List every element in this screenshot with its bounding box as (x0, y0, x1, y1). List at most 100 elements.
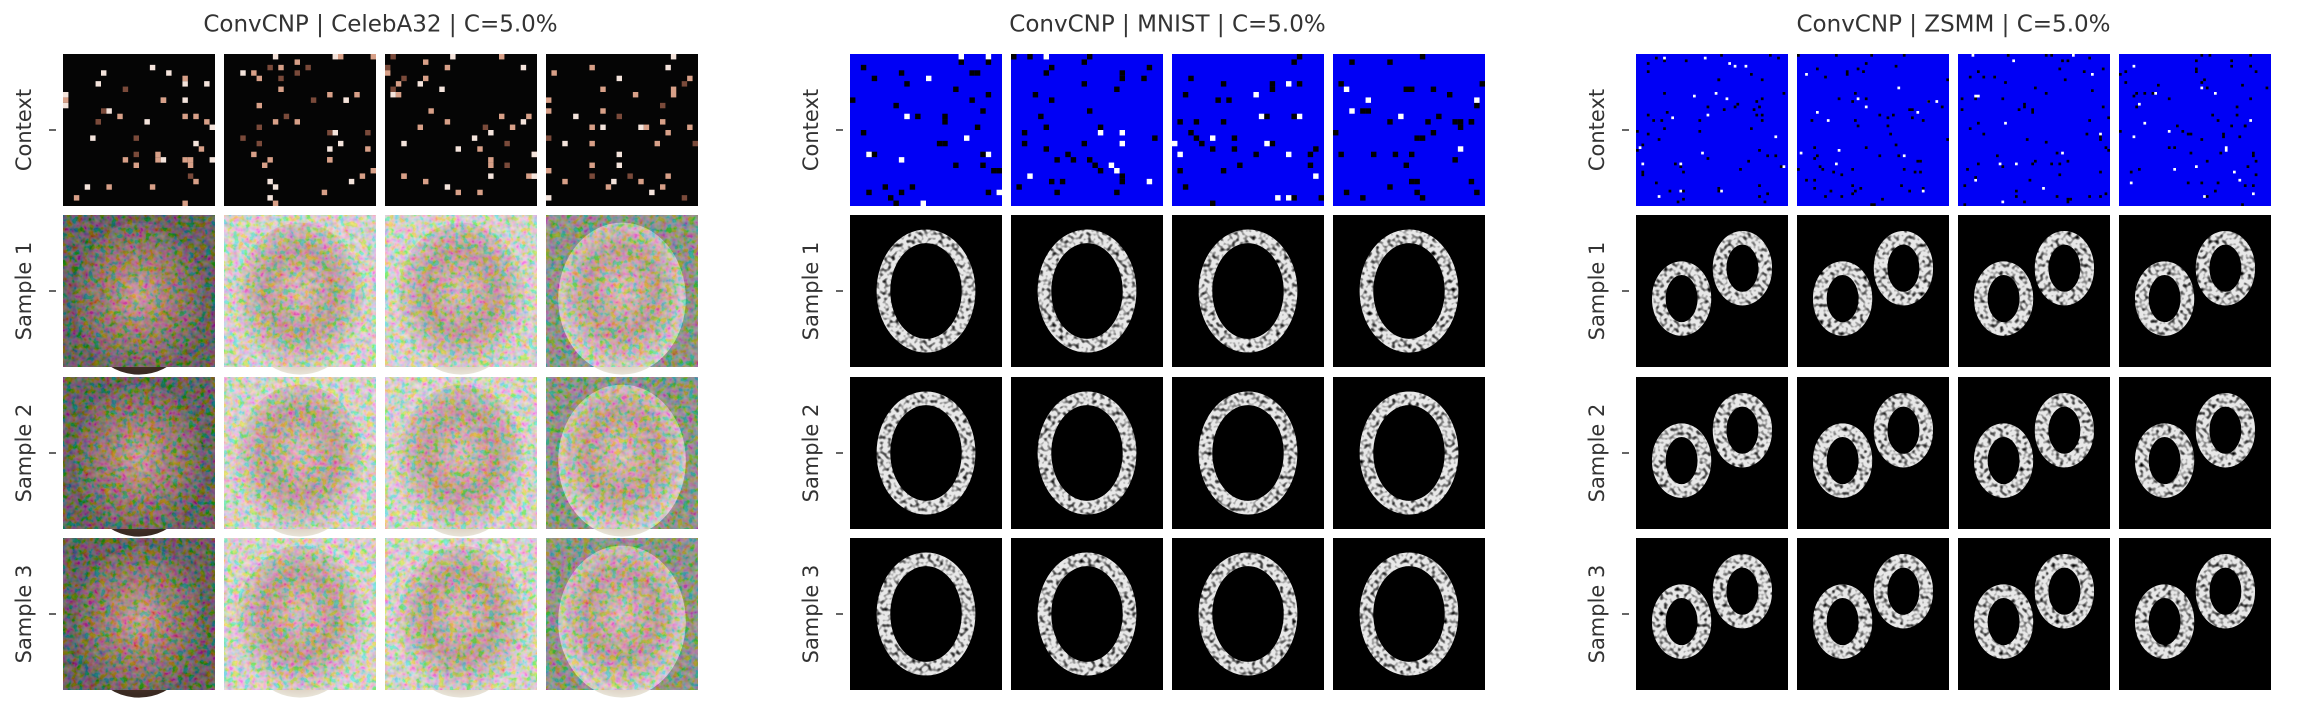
context-pixel (1963, 184, 1967, 187)
context-pixel (278, 86, 284, 92)
context-pixel (898, 157, 905, 163)
context-pixel (2138, 168, 2141, 171)
context-pixel (2099, 135, 2102, 139)
image-cell (1333, 377, 1485, 529)
context-pixel (1097, 168, 1104, 174)
context-pixel (1878, 154, 1882, 158)
image-cell (224, 538, 376, 698)
context-pixel (866, 151, 872, 158)
grain (1636, 215, 1788, 367)
context-pixel (2252, 154, 2255, 158)
context-pixel (2143, 121, 2147, 125)
context-pixel (1682, 197, 1685, 201)
context-pixel (1774, 135, 1778, 139)
row-label: Sample 1 (799, 242, 823, 341)
image-cell (224, 54, 376, 206)
context-pixel (1452, 157, 1458, 163)
context-pixel (1813, 157, 1816, 160)
context-pixel (871, 75, 878, 82)
context-pixel (1886, 116, 1890, 120)
row-label: Sample 2 (799, 404, 823, 503)
context-pixel (2151, 92, 2155, 95)
context-pixel (2203, 78, 2206, 82)
context-pixel (1387, 184, 1393, 190)
context-pixel (1226, 97, 1232, 103)
context-pixel (1114, 86, 1120, 92)
context-pixel (2243, 184, 2247, 187)
context-pixel (1457, 119, 1464, 125)
context-pixel (1682, 170, 1685, 174)
context-pixel (1021, 130, 1028, 136)
grain (1172, 377, 1324, 529)
context-pixel (272, 200, 279, 206)
context-pixel (1087, 157, 1093, 163)
context-pixel (942, 113, 948, 120)
context-pixel (1717, 189, 1721, 193)
context-pixel (1856, 97, 1860, 101)
context-pixel (1946, 78, 1949, 82)
grain (2119, 215, 2271, 367)
noise (385, 538, 537, 690)
context-pixel (2241, 83, 2244, 87)
context-pixel (395, 81, 402, 87)
noise (224, 215, 376, 367)
context-pixel (1684, 59, 1688, 63)
context-pixel (2107, 149, 2110, 152)
context-pixel (1826, 119, 1830, 122)
context-pixel (2208, 54, 2212, 57)
context-pixel (1468, 178, 1475, 185)
grain (850, 215, 1002, 367)
context-pixel (1739, 168, 1742, 171)
context-pixel (1676, 200, 1680, 204)
context-pixel (2004, 121, 2007, 125)
context-pixel (1291, 113, 1297, 120)
context-pixel (272, 54, 279, 60)
context-pixel (1805, 73, 1808, 76)
context-pixel (985, 92, 992, 98)
context-pixel (2157, 83, 2160, 87)
context-pixel (1668, 189, 1672, 193)
context-pixel (531, 151, 537, 158)
context-bg (1636, 54, 1788, 206)
context-pixel (1717, 78, 1721, 82)
context-pixel (1479, 81, 1485, 87)
context-pixel (1755, 113, 1759, 117)
context-pixel (2034, 86, 2037, 90)
context-pixel (605, 184, 612, 190)
context-pixel (504, 140, 510, 147)
context-pixel (1043, 146, 1049, 152)
row-label: Context (1585, 89, 1609, 171)
context-pixel (2015, 189, 2018, 193)
context-pixel (1119, 178, 1125, 185)
context-pixel (909, 184, 916, 190)
context-pixel (893, 102, 899, 109)
row-label: Context (12, 89, 36, 171)
context-pixel (1258, 113, 1265, 120)
context-pixel (2012, 59, 2015, 63)
context-pixel (1016, 184, 1022, 190)
context-pixel (616, 162, 622, 168)
context-pixel (2132, 94, 2136, 98)
context-pixel (958, 59, 964, 65)
context-pixel (1998, 162, 2002, 166)
context-pixel (1758, 184, 1761, 187)
context-pixel (1646, 62, 1650, 65)
context-pixel (488, 162, 494, 168)
context-pixel (2195, 59, 2198, 63)
context-pixel (1851, 184, 1854, 187)
context-pixel (1663, 92, 1666, 95)
context-pixel (444, 119, 451, 125)
noise (224, 377, 376, 529)
context-pixel (1452, 119, 1458, 125)
context-pixel (1657, 138, 1661, 141)
context-pixel (660, 119, 666, 125)
context-pixel (1092, 162, 1098, 168)
context-pixel (101, 70, 107, 76)
context-pixel (1813, 178, 1816, 182)
context-pixel (149, 64, 156, 71)
context-pixel (1338, 81, 1344, 87)
context-pixel (182, 200, 188, 206)
image-cell (1333, 538, 1485, 690)
context-pixel (1307, 151, 1314, 158)
context-pixel (2230, 64, 2233, 68)
